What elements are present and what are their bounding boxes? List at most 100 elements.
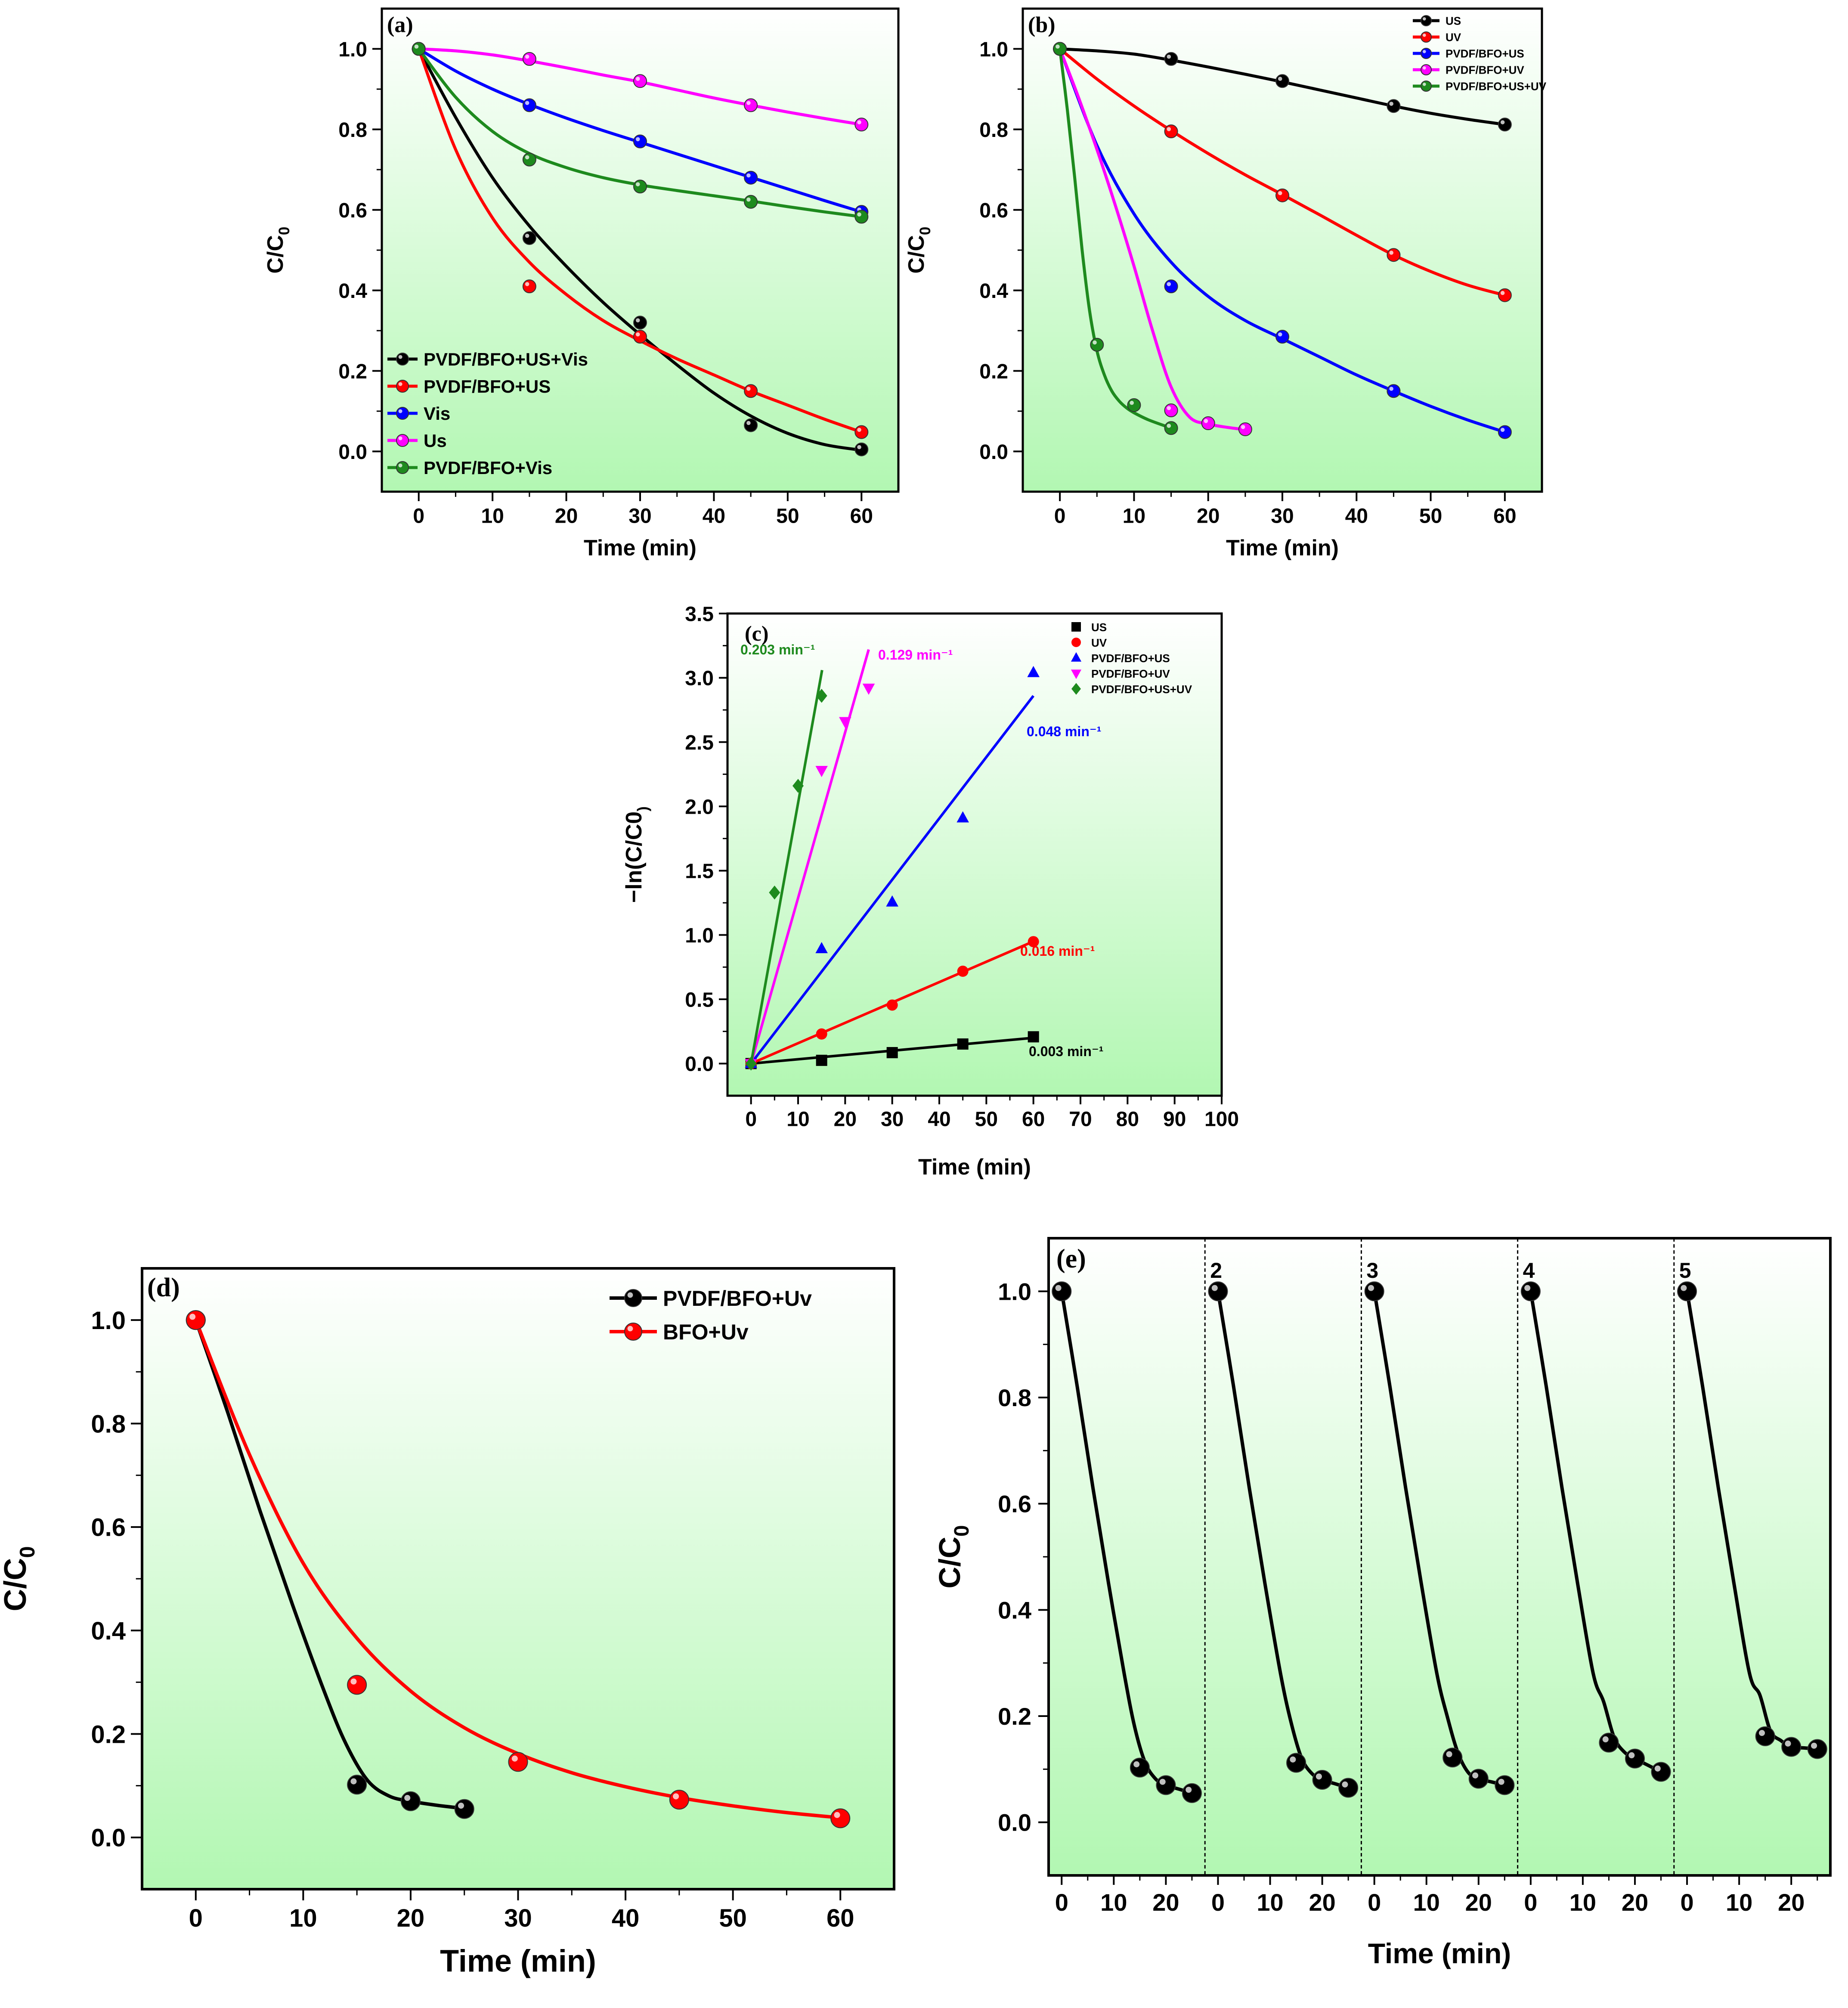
data-point — [1625, 1748, 1645, 1769]
data-point-highlight — [1093, 340, 1097, 345]
data-point — [1164, 52, 1178, 66]
series-line — [417, 48, 862, 434]
x-tick-label: 10 — [1100, 1889, 1127, 1916]
data-point — [1781, 1737, 1802, 1757]
data-point-highlight — [1368, 1285, 1374, 1291]
legend-entry: Vis — [387, 403, 450, 424]
x-axis-label: Time (min) — [440, 1944, 596, 1978]
y-tick-label: 2.0 — [685, 796, 714, 818]
y-tick-label: 1.0 — [979, 38, 1008, 61]
series-line — [1058, 48, 1505, 434]
x-tick-label: 30 — [504, 1904, 532, 1932]
y-tick-label: 0.2 — [91, 1720, 126, 1748]
x-tick-label: 30 — [881, 1108, 904, 1131]
x-tick-label: 30 — [1271, 505, 1294, 527]
y-tick-label: 0.8 — [979, 119, 1008, 142]
data-point — [1498, 118, 1512, 132]
data-point — [957, 965, 969, 977]
data-point-highlight — [746, 173, 751, 178]
data-point — [412, 42, 426, 56]
y-tick-label: 0.0 — [91, 1824, 126, 1852]
legend-marker — [1071, 669, 1082, 679]
y-tick-label: 0.2 — [998, 1703, 1031, 1730]
panel-label: (b) — [1028, 13, 1056, 37]
legend-entry: PVDF/BFO+Uv — [610, 1286, 812, 1311]
x-tick-label: 0 — [1054, 505, 1066, 527]
data-point — [957, 1038, 969, 1050]
y-tick-label: 0.6 — [338, 199, 367, 222]
x-tick-label: 50 — [975, 1108, 998, 1131]
data-point — [633, 330, 647, 344]
y-tick-label: 0.0 — [338, 441, 367, 464]
x-axis-label: Time (min) — [1368, 1937, 1511, 1969]
y-tick-label: 0.2 — [979, 360, 1008, 383]
data-point — [839, 717, 851, 728]
legend-label: Vis — [424, 403, 450, 424]
data-point-highlight — [1133, 1761, 1140, 1767]
x-tick-label: 60 — [1022, 1108, 1045, 1131]
series-4: 0.203 min⁻¹ — [740, 642, 827, 1071]
x-tick-label: 20 — [1465, 1889, 1492, 1916]
cycle-number: 4 — [1523, 1258, 1535, 1283]
y-tick-label: 1.5 — [685, 860, 714, 883]
data-point — [745, 1057, 757, 1071]
data-point-highlight — [1159, 1779, 1166, 1785]
x-tick-label: 60 — [826, 1904, 854, 1932]
x-tick-label: 50 — [719, 1904, 747, 1932]
legend-marker-highlight — [627, 1326, 633, 1332]
data-point-highlight — [189, 1314, 196, 1320]
data-point-highlight — [1342, 1781, 1348, 1788]
data-point-highlight — [1811, 1742, 1817, 1749]
data-point-highlight — [525, 54, 529, 59]
y-tick-label: 0.8 — [91, 1410, 126, 1438]
plot-area — [382, 9, 898, 492]
legend-marker — [1421, 31, 1432, 43]
data-point — [1275, 74, 1289, 88]
x-tick-label: 60 — [1493, 505, 1516, 527]
data-point-highlight — [1278, 191, 1282, 195]
y-tick-label: 0.4 — [998, 1596, 1031, 1624]
legend-entry: PVDF/BFO+US — [1413, 47, 1524, 60]
data-point — [1498, 288, 1512, 302]
data-point-highlight — [1278, 77, 1282, 81]
legend-marker-highlight — [1422, 50, 1426, 53]
x-tick-label: 10 — [1413, 1889, 1440, 1916]
data-point — [1130, 1757, 1150, 1778]
data-point-highlight — [1167, 127, 1171, 131]
cycle-number: 5 — [1679, 1258, 1691, 1283]
x-tick-label: 0 — [745, 1108, 757, 1131]
data-point — [886, 895, 898, 907]
data-point — [816, 1028, 827, 1040]
data-point-highlight — [1056, 44, 1060, 49]
x-tick-label: 40 — [1345, 505, 1368, 527]
data-point — [886, 1047, 898, 1058]
y-tick-label: 0.5 — [685, 989, 714, 1011]
data-point — [854, 210, 869, 224]
data-point — [522, 152, 536, 167]
x-tick-label: 20 — [1309, 1889, 1335, 1916]
data-point-highlight — [1500, 428, 1505, 432]
data-point — [815, 942, 828, 954]
y-tick-label: 3.0 — [685, 667, 714, 690]
cycle-2: 0 10 20 2 — [1204, 1238, 1359, 1916]
y-tick-label: 0.4 — [979, 280, 1008, 303]
data-point-highlight — [857, 428, 861, 432]
series-1 — [186, 1310, 851, 1828]
data-point — [1208, 1281, 1228, 1301]
x-tick-label: 80 — [1116, 1108, 1139, 1131]
data-point — [1755, 1726, 1775, 1746]
y-tick-label: 3.5 — [685, 603, 714, 626]
legend-marker-highlight — [627, 1292, 633, 1298]
data-point-highlight — [1785, 1740, 1791, 1747]
data-point — [400, 1791, 421, 1811]
series-line — [194, 1319, 841, 1820]
legend-label: BFO+Uv — [663, 1320, 749, 1344]
data-point — [522, 231, 536, 245]
legend-marker — [396, 380, 409, 393]
data-point-highlight — [635, 137, 640, 142]
data-point-highlight — [635, 318, 640, 322]
data-point — [830, 1808, 851, 1828]
data-point-highlight — [1278, 332, 1282, 337]
data-point-highlight — [1204, 419, 1208, 423]
